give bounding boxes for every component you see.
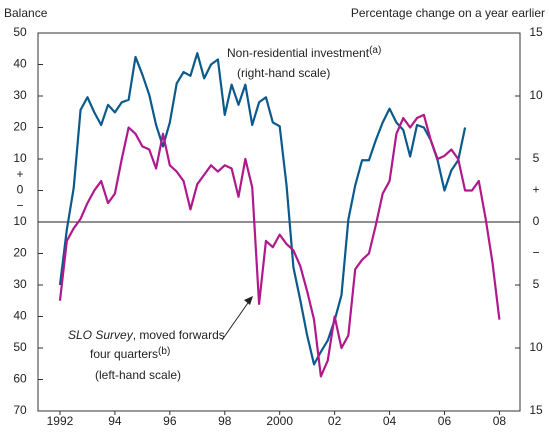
y-tick-label: 40 [13, 57, 27, 71]
series-line [58, 52, 467, 366]
annotation-text: four quarters [90, 347, 158, 361]
x-tick-label: 06 [438, 414, 452, 428]
annotation-superscript: (a) [369, 45, 381, 56]
annotation: SLO Survey, moved forwards [68, 328, 225, 342]
y-tick-label: 50 [13, 340, 27, 354]
annotation-text: , moved forwards [133, 328, 225, 342]
sign-label: + [532, 183, 539, 197]
series-line [58, 113, 501, 378]
annotation-text: Non-residential investment [227, 46, 370, 60]
y-tick-label: 20 [13, 120, 27, 134]
y-tick-label: 70 [13, 403, 27, 417]
annotation: (right-hand scale) [237, 66, 330, 80]
sign-label: − [532, 246, 539, 260]
left-axis-title: Balance [4, 6, 48, 20]
annotation: (left-hand scale) [95, 368, 181, 382]
y-tick-label: 0 [17, 183, 24, 197]
annotation: four quarters(b) [90, 346, 170, 362]
x-tick-label: 96 [163, 414, 177, 428]
annotation-superscript: (b) [158, 346, 170, 357]
y-tick-label: 50 [13, 25, 27, 39]
annotation: Non-residential investment(a) [227, 45, 381, 61]
y-tick-label: 10 [13, 151, 27, 165]
y-tick-label: 10 [13, 214, 27, 228]
annotation-arrow [221, 299, 251, 341]
y2-tick-label: 5 [533, 277, 540, 291]
x-tick-label: 08 [493, 414, 507, 428]
sign-label: − [16, 198, 23, 212]
y2-tick-label: 10 [529, 88, 543, 102]
annotation-text: SLO Survey [68, 328, 134, 342]
y2-tick-label: 5 [533, 151, 540, 165]
y2-tick-label: 10 [529, 340, 543, 354]
y2-tick-label: 0 [533, 214, 540, 228]
y-tick-label: 30 [13, 277, 27, 291]
y-tick-label: 40 [13, 309, 27, 323]
right-axis-title: Percentage change on a year earlier [351, 6, 545, 20]
y2-tick-label: 15 [529, 25, 543, 39]
y-tick-label: 20 [13, 246, 27, 260]
arrow-head [244, 296, 253, 305]
sign-label: + [16, 167, 23, 181]
x-tick-label: 98 [218, 414, 232, 428]
x-tick-label: 94 [108, 414, 122, 428]
y2-tick-label: 15 [529, 403, 543, 417]
y-tick-label: 60 [13, 372, 27, 386]
x-tick-label: 2000 [266, 414, 293, 428]
x-tick-label: 02 [328, 414, 342, 428]
y-tick-label: 30 [13, 88, 27, 102]
x-tick-label: 04 [383, 414, 397, 428]
x-tick-label: 1992 [47, 414, 74, 428]
